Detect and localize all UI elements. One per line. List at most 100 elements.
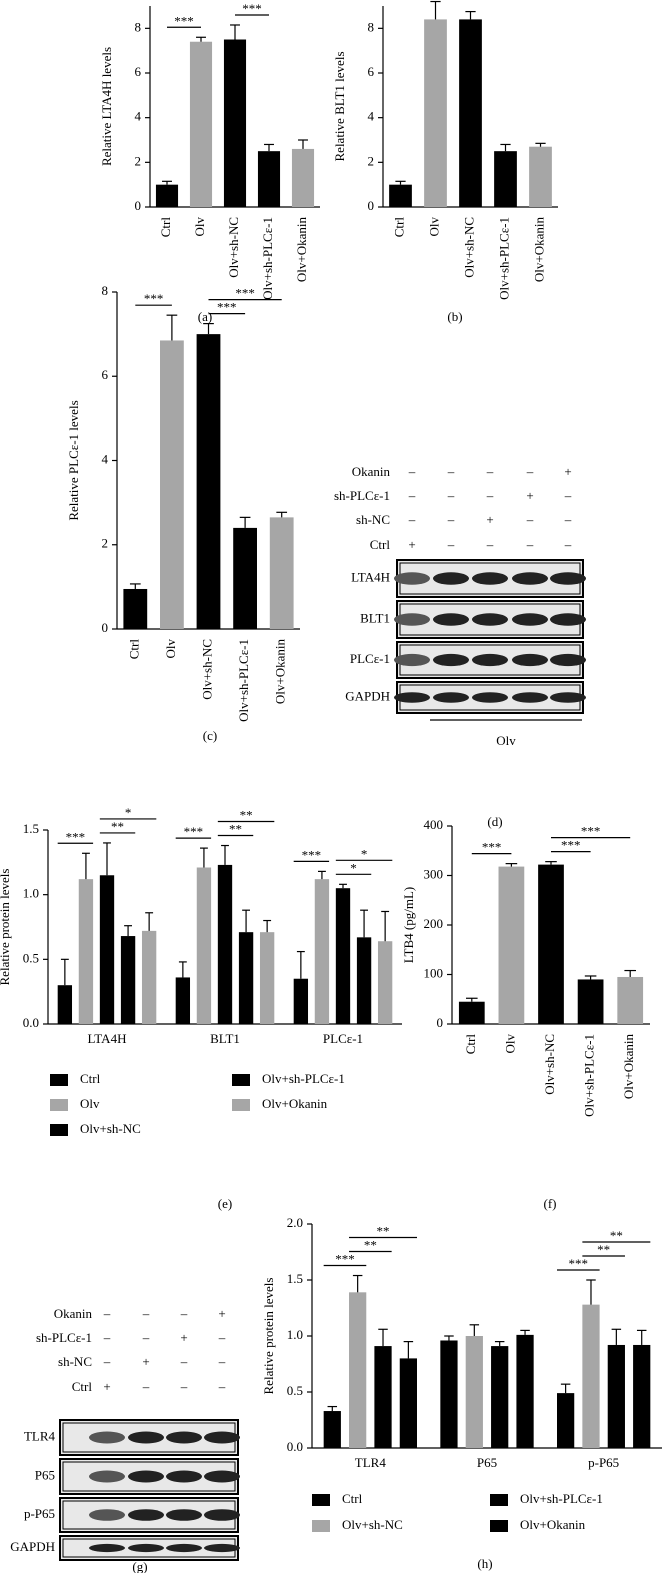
significance-label: ** xyxy=(364,1238,377,1253)
error-bar xyxy=(584,975,597,980)
sign: + xyxy=(486,512,493,527)
sign: – xyxy=(564,488,572,503)
legend-label: Olv xyxy=(80,1096,100,1111)
y-tick-label: 2 xyxy=(368,153,375,168)
y-tick-label: 0.5 xyxy=(23,950,39,965)
bar xyxy=(607,1344,625,1448)
sign: – xyxy=(103,1354,111,1369)
y-tick-label: 4 xyxy=(368,109,375,124)
error-bar xyxy=(500,143,511,152)
significance-label: ** xyxy=(240,808,253,823)
y-tick-label: 2 xyxy=(102,536,109,551)
band xyxy=(433,613,469,626)
band xyxy=(204,1470,240,1483)
condition-label: sh-NC xyxy=(356,512,390,527)
error-bar xyxy=(230,24,240,40)
legend-label: Olv+sh-PLCε-1 xyxy=(262,1071,345,1086)
band xyxy=(204,1543,240,1553)
x-tick-label: Olv xyxy=(163,639,178,659)
y-tick-label: 0.0 xyxy=(287,1439,303,1454)
error-bar xyxy=(444,1335,454,1341)
legend-swatch xyxy=(312,1494,330,1506)
x-tick-label: Olv+sh-PLCε-1 xyxy=(582,1034,597,1117)
legend-label: Olv+sh-NC xyxy=(342,1517,403,1532)
legend-swatch xyxy=(312,1520,330,1532)
y-tick-label: 6 xyxy=(368,64,375,79)
bar xyxy=(557,1393,575,1448)
bar xyxy=(155,184,179,207)
y-tick-label: 2 xyxy=(135,153,142,168)
protein-label: GAPDH xyxy=(345,688,390,703)
y-axis-title: Relative protein levels xyxy=(261,1278,276,1395)
band xyxy=(394,653,430,667)
band xyxy=(512,692,548,703)
y-tick-label: 400 xyxy=(424,817,444,832)
y-tick-label: 300 xyxy=(424,866,444,881)
error-bar xyxy=(339,883,347,889)
bar xyxy=(223,39,247,207)
error-bar xyxy=(469,1324,480,1336)
legend-swatch xyxy=(50,1124,68,1136)
band xyxy=(128,1509,164,1521)
y-tick-label: 8 xyxy=(135,19,142,34)
band xyxy=(394,572,430,585)
y-tick-label: 0 xyxy=(102,620,109,635)
x-tick-label: Olv xyxy=(426,217,441,237)
band xyxy=(512,653,548,667)
band xyxy=(89,1431,125,1444)
bar xyxy=(196,867,212,1024)
sign: – xyxy=(180,1306,188,1321)
error-bar xyxy=(178,961,187,978)
x-tick-label: Olv+Okanin xyxy=(294,217,309,283)
error-bar xyxy=(624,969,636,977)
significance-label: *** xyxy=(581,824,601,839)
sign: + xyxy=(564,464,571,479)
y-tick-label: 0.0 xyxy=(23,1015,39,1030)
bar xyxy=(498,866,525,1024)
x-tick-label: Olv+sh-NC xyxy=(542,1034,557,1095)
error-bar xyxy=(263,919,272,933)
y-axis-title: Relative protein levels xyxy=(0,869,12,986)
bar xyxy=(291,148,315,207)
y-tick-label: 8 xyxy=(102,283,109,298)
x-tick-label: Olv+Okanin xyxy=(531,217,546,283)
significance-label: *** xyxy=(235,286,255,301)
protein-label: GAPDH xyxy=(10,1539,55,1554)
condition-label: Ctrl xyxy=(370,537,391,552)
significance-label: ** xyxy=(229,822,242,837)
bar xyxy=(123,588,148,629)
bar xyxy=(120,936,136,1024)
panel-label: (d) xyxy=(487,814,502,829)
band xyxy=(204,1509,240,1521)
error-bar xyxy=(327,1405,338,1412)
band xyxy=(128,1431,164,1444)
sign: – xyxy=(447,488,455,503)
condition-label: Ctrl xyxy=(72,1379,93,1394)
bar xyxy=(617,976,644,1024)
bar xyxy=(293,978,309,1024)
error-bar xyxy=(430,0,441,20)
error-bar xyxy=(60,958,69,986)
bar xyxy=(141,930,157,1024)
band xyxy=(550,653,586,667)
band xyxy=(512,572,548,585)
error-bar xyxy=(145,912,154,931)
legend-label: Olv+sh-PLCε-1 xyxy=(520,1491,603,1506)
bar xyxy=(538,864,564,1024)
protein-label: LTA4H xyxy=(351,569,390,584)
y-axis-title: Relative LTA4H levels xyxy=(99,47,114,166)
error-bar xyxy=(465,10,476,20)
sign: – xyxy=(486,464,494,479)
significance-label: ** xyxy=(610,1228,623,1243)
band xyxy=(394,613,430,626)
legend-swatch xyxy=(50,1099,68,1111)
error-bar xyxy=(586,1279,596,1305)
condition-label: Okanin xyxy=(54,1306,93,1321)
band xyxy=(394,692,430,703)
sign: + xyxy=(526,488,533,503)
bar xyxy=(57,985,73,1024)
y-tick-label: 4 xyxy=(102,451,109,466)
protein-label: TLR4 xyxy=(24,1428,56,1443)
significance-label: ** xyxy=(377,1224,390,1239)
significance-label: * xyxy=(361,846,368,861)
